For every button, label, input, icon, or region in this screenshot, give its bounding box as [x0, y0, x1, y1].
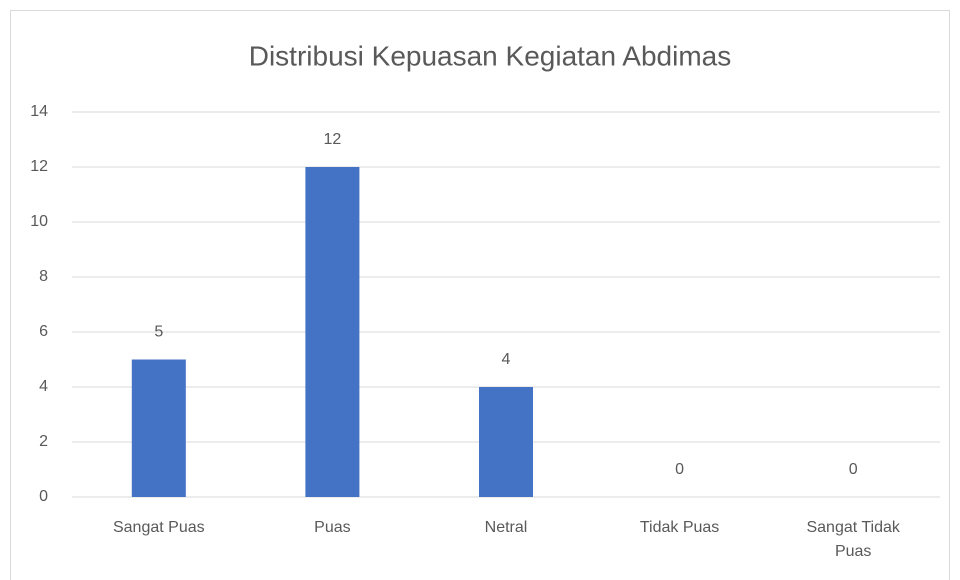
x-tick-label: Sangat Puas [112, 519, 205, 536]
y-tick-label: 14 [30, 103, 48, 120]
data-label: 12 [324, 131, 342, 148]
x-tick-label: Tidak Puas [639, 519, 720, 536]
y-tick-label: 12 [30, 158, 48, 175]
data-label: 0 [849, 461, 858, 478]
bar [479, 387, 533, 497]
bar [305, 167, 360, 497]
y-tick-label: 2 [39, 433, 48, 450]
x-tick-label: Netral [484, 519, 528, 536]
y-tick-label: 10 [30, 213, 48, 230]
bar [131, 359, 186, 497]
chart-border [10, 10, 950, 580]
chart-title: Distribusi Kepuasan Kegiatan Abdimas [249, 40, 732, 71]
y-tick-label: 6 [39, 323, 48, 340]
data-label: 0 [675, 461, 684, 478]
x-tick-label: Sangat Tidak Puas [806, 519, 900, 560]
y-tick-label: 0 [39, 488, 48, 505]
y-tick-label: 4 [39, 378, 48, 395]
y-tick-label: 8 [39, 268, 48, 285]
data-label: 5 [154, 324, 163, 341]
data-label: 4 [502, 351, 511, 368]
x-tick-label: Puas [314, 519, 351, 536]
